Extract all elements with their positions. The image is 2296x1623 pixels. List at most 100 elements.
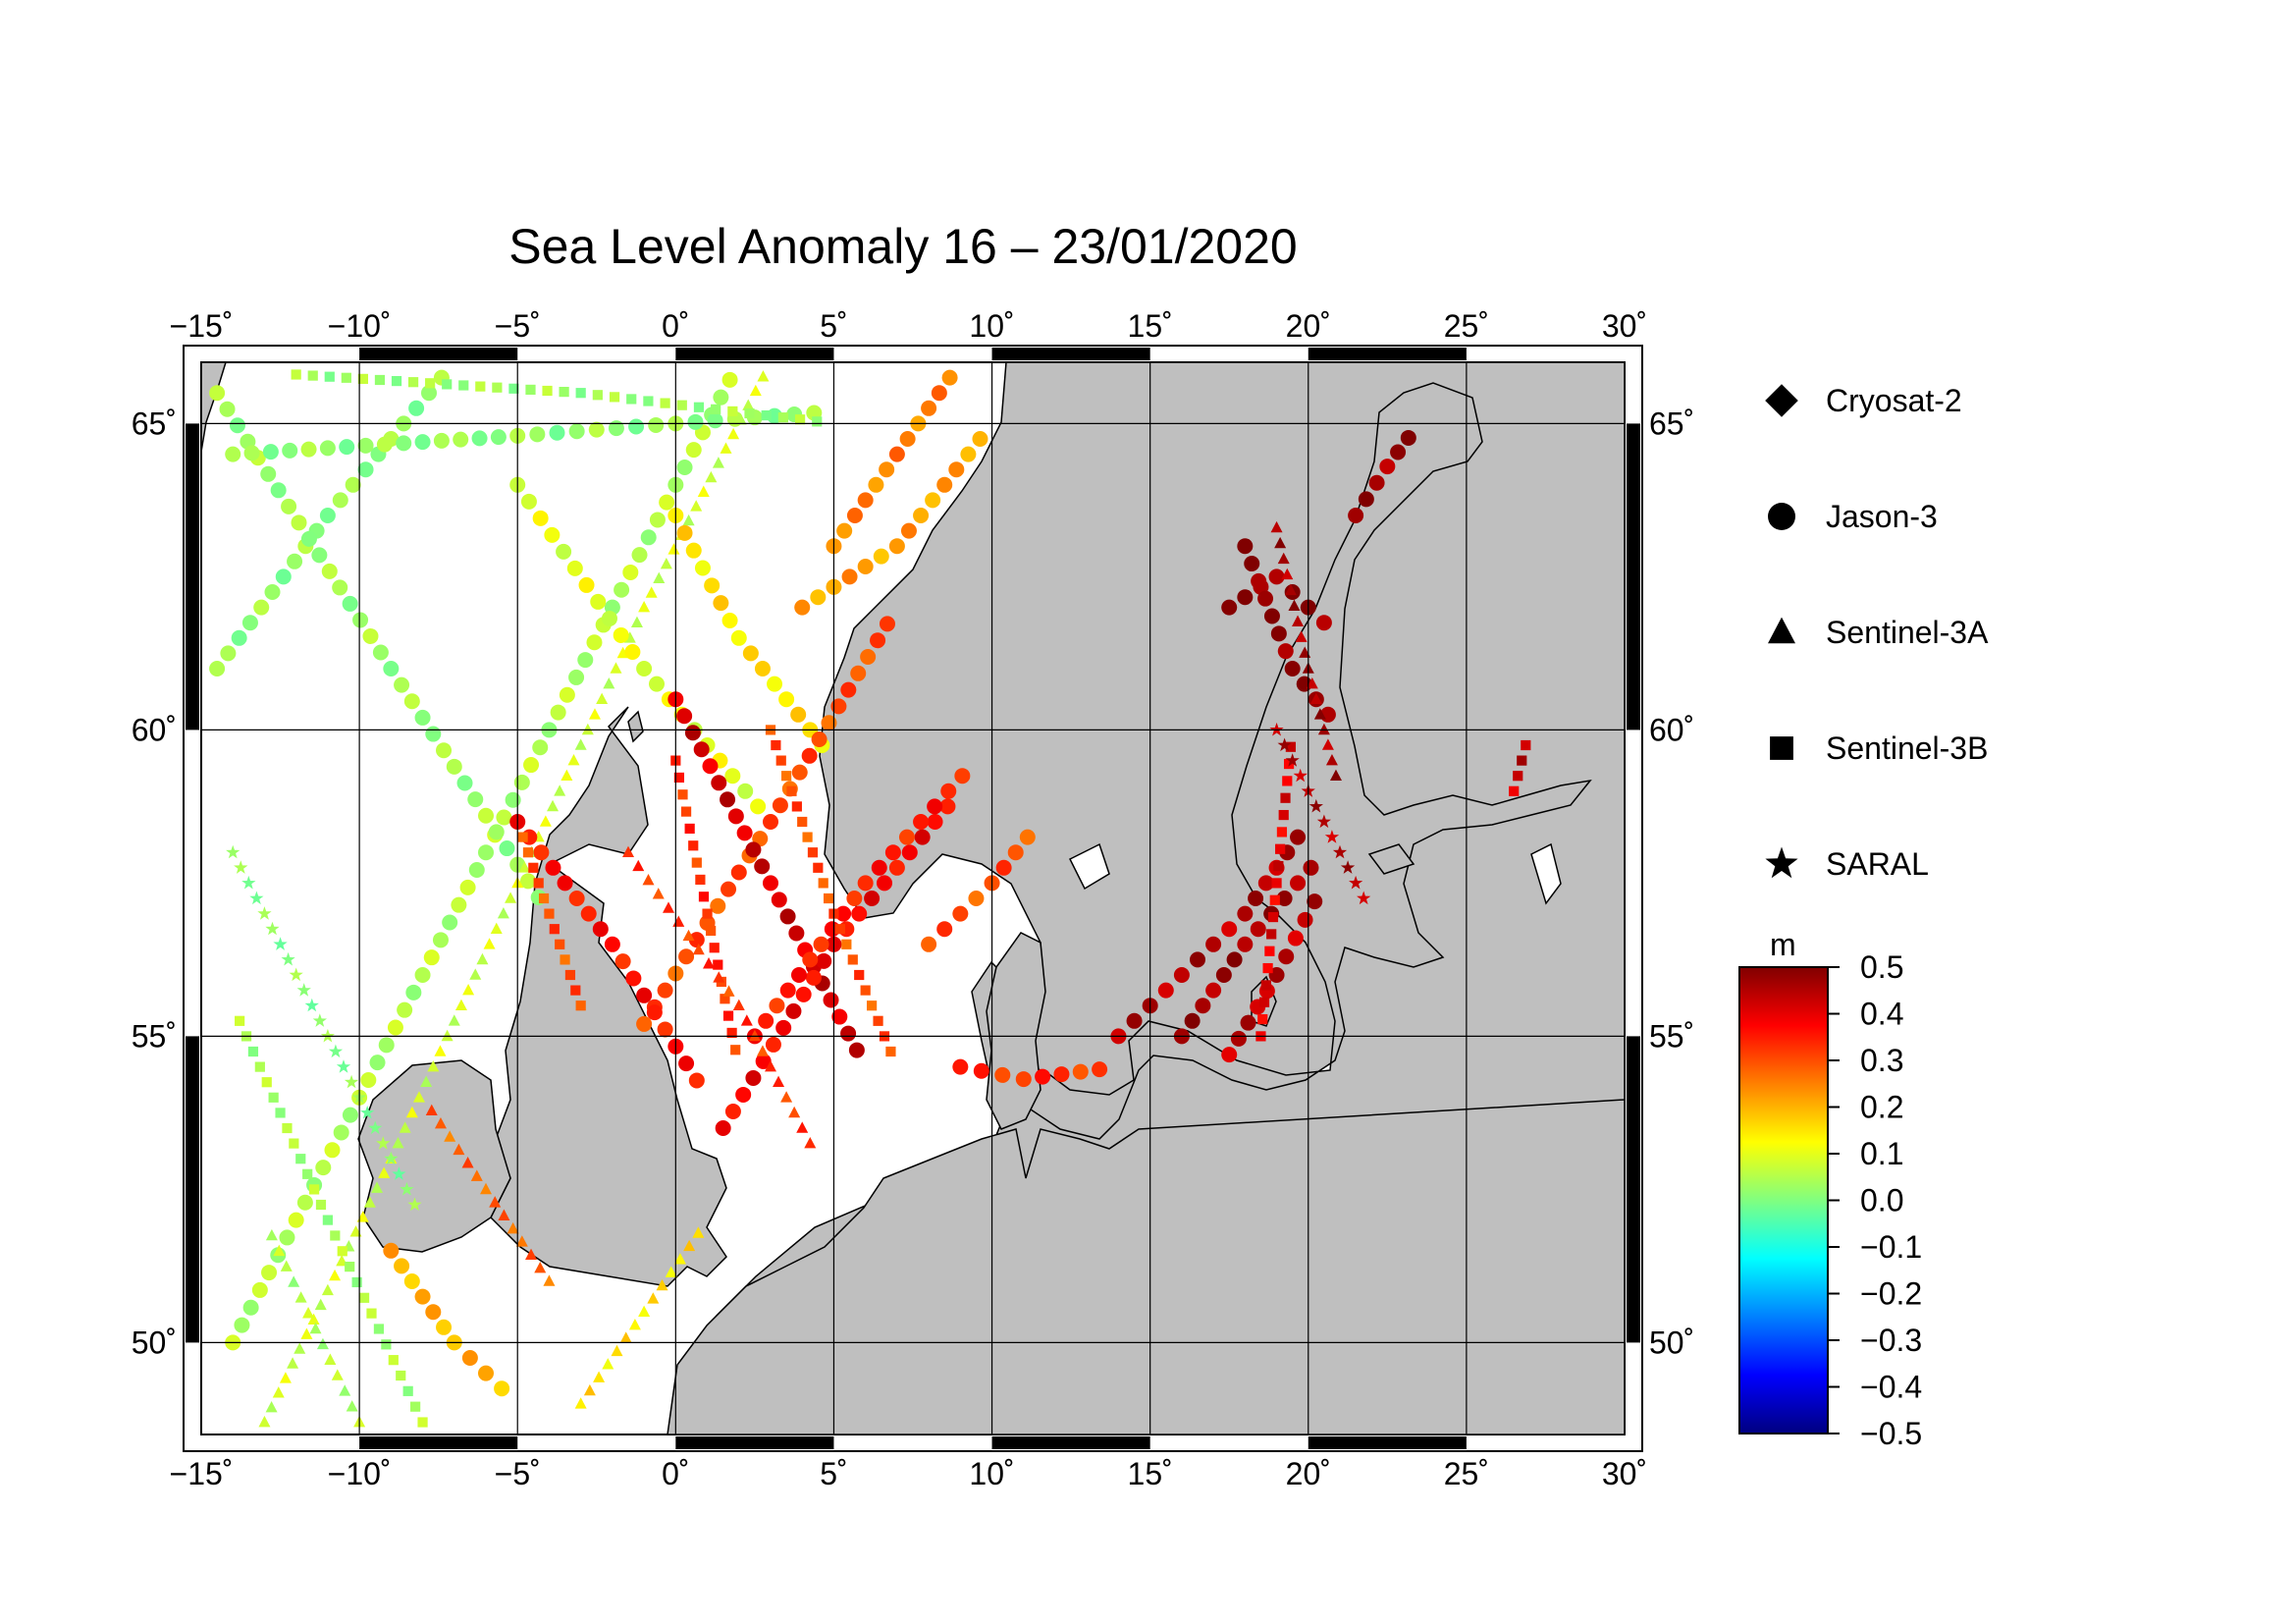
- track-circle-marker: [721, 371, 738, 388]
- track-circle-marker: [608, 420, 624, 437]
- track-square-marker: [1509, 785, 1520, 796]
- track-circle-marker: [378, 1037, 395, 1054]
- track-triangle-marker: [663, 901, 675, 913]
- track-circle-marker: [788, 925, 805, 942]
- lon-tick-label: −10˚: [328, 308, 392, 344]
- track-square-marker: [549, 924, 560, 935]
- track-square-marker: [254, 1061, 265, 1072]
- track-circle-marker: [625, 970, 642, 987]
- track-triangle-marker: [539, 815, 552, 827]
- track-square-marker: [261, 1077, 272, 1088]
- track-square-marker: [802, 832, 813, 842]
- track-circle-marker: [1237, 538, 1254, 555]
- track-circle-marker: [685, 442, 702, 459]
- track-triangle-marker: [742, 399, 755, 410]
- track-square-marker: [706, 925, 717, 937]
- track-triangle-marker: [427, 1060, 440, 1072]
- legend-mission-label: Jason-3: [1826, 499, 1938, 534]
- track-star-marker: [1285, 753, 1300, 767]
- legend-square-icon: [1770, 736, 1793, 760]
- track-circle-marker: [1053, 1066, 1070, 1083]
- lon-tick-label: 30˚: [1602, 308, 1647, 344]
- track-star-marker: [249, 891, 264, 905]
- track-circle-marker: [264, 584, 281, 600]
- track-circle-marker: [791, 967, 807, 983]
- track-circle-marker: [1278, 948, 1295, 965]
- track-circle-marker: [755, 1053, 772, 1069]
- track-circle-marker: [713, 595, 729, 612]
- track-circle-marker: [533, 844, 550, 861]
- track-square-marker: [381, 1339, 392, 1350]
- track-star-marker: [384, 1151, 399, 1165]
- track-circle-marker: [678, 948, 695, 965]
- track-star-marker: [234, 860, 248, 874]
- track-circle-marker: [848, 1042, 865, 1058]
- map-grid: [201, 362, 1625, 1434]
- track-star-marker: [1357, 891, 1371, 905]
- track-square-marker: [730, 1045, 741, 1055]
- track-circle-marker: [262, 444, 279, 460]
- track-triangle-marker: [346, 1400, 358, 1412]
- track-triangle-marker: [732, 999, 745, 1010]
- track-circle-marker: [952, 1058, 969, 1075]
- track-triangle-marker: [518, 861, 531, 873]
- track-square-marker: [885, 1046, 896, 1057]
- track-star-marker: [312, 1013, 327, 1027]
- lat-tick-label: 50˚: [1649, 1325, 1694, 1360]
- track-circle-marker: [453, 431, 469, 448]
- track-circle-marker: [972, 431, 988, 447]
- track-square-marker: [1273, 860, 1284, 872]
- track-triangle-marker: [399, 1121, 411, 1133]
- track-triangle-marker: [294, 1342, 306, 1354]
- colorbar-tick-label: 0.4: [1860, 997, 1903, 1032]
- track-triangle-marker: [673, 1253, 686, 1265]
- track-circle-marker: [1250, 921, 1266, 938]
- colorbar-ticks: 0.5 0.4 0.3 0.2 0.1 0.0 −0.1 −0.2 −0.3 −0.4 −0.5: [1828, 949, 1922, 1451]
- track-star-marker: [400, 1181, 414, 1196]
- legend-mission-label: SARAL: [1826, 846, 1929, 882]
- track-square-marker: [775, 755, 786, 766]
- track-circle-marker: [556, 543, 572, 560]
- track-square-marker: [575, 388, 586, 399]
- lon-tick-label: 10˚: [969, 308, 1014, 344]
- track-square-marker: [391, 375, 402, 387]
- track-star-marker: [281, 951, 295, 966]
- track-circle-marker: [288, 1212, 304, 1228]
- track-triangle-marker: [1274, 536, 1287, 549]
- track-square-marker: [854, 969, 865, 981]
- track-square-marker: [660, 398, 670, 408]
- track-triangle-marker: [665, 1266, 677, 1277]
- track-triangle-marker: [692, 943, 705, 955]
- track-circle-marker: [397, 1001, 413, 1018]
- track-triangle-marker: [697, 485, 710, 497]
- track-triangle-marker: [1295, 630, 1308, 642]
- track-square-marker: [709, 943, 720, 953]
- track-star-marker: [368, 1120, 383, 1135]
- track-triangle-marker: [1292, 615, 1305, 626]
- track-square-marker: [722, 1010, 734, 1021]
- frame-bar-top: [359, 348, 518, 360]
- track-circle-marker: [857, 559, 874, 574]
- track-circle-marker: [566, 560, 583, 576]
- track-circle-marker: [1226, 951, 1243, 968]
- track-square-marker: [691, 857, 702, 868]
- track-square-marker: [1262, 962, 1273, 974]
- track-triangle-marker: [603, 677, 615, 689]
- track-circle-marker: [736, 825, 753, 841]
- track-circle-marker: [954, 768, 971, 784]
- track-triangle-marker: [525, 1248, 538, 1261]
- track-circle-marker: [745, 841, 762, 858]
- track-square-marker: [609, 392, 620, 403]
- track-circle-marker: [414, 1288, 431, 1305]
- track-circle-marker: [229, 417, 245, 434]
- frame-bar-top: [1308, 348, 1467, 360]
- track-circle-marker: [811, 731, 828, 747]
- track-circle-marker: [899, 431, 916, 447]
- track-triangle-marker: [720, 442, 732, 454]
- track-triangle-marker: [740, 1014, 753, 1026]
- track-triangle-marker: [713, 971, 725, 983]
- track-star-marker: [336, 1059, 351, 1073]
- track-square-marker: [388, 1355, 399, 1366]
- track-circle-marker: [1290, 875, 1307, 892]
- track-circle-marker: [840, 681, 857, 698]
